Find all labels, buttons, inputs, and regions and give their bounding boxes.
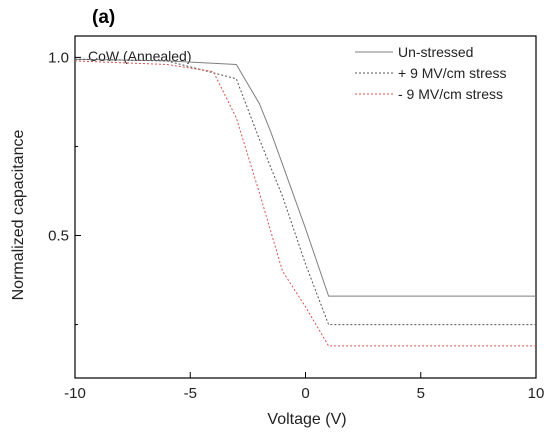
y-tick-label: 0.5 [48,228,69,245]
y-axis-label: Normalized capacitance [10,130,27,301]
x-axis-label: Voltage (V) [267,411,346,428]
legend-label: + 9 MV/cm stress [398,65,507,81]
x-tick-label: 0 [301,385,309,402]
legend-label: Un-stressed [398,44,473,60]
x-tick-label: -10 [64,385,86,402]
series-line-3 [74,60,536,347]
legend-label: - 9 MV/cm stress [398,86,503,102]
y-tick-label: 1.0 [48,49,69,66]
x-tick-label: 10 [528,385,545,402]
series-line-1 [74,58,536,297]
x-tick-label: -5 [184,385,197,402]
series-line-2 [74,58,536,326]
x-tick-label: 5 [417,385,425,402]
panel-label: (a) [92,7,115,28]
